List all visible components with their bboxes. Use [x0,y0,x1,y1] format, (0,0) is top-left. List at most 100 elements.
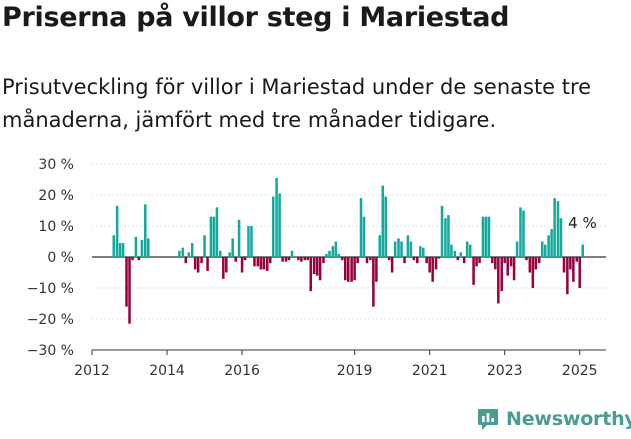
y-tick-label: −30 % [27,343,74,359]
bar [562,257,566,273]
annotations: 4 % [568,214,597,232]
x-tick-label: 2025 [562,363,598,379]
bar [459,252,463,257]
bar [453,250,457,257]
bar [419,246,422,257]
bar [497,257,500,304]
bar [506,257,509,276]
bar [271,196,275,257]
bar [343,257,347,281]
bar [231,238,234,257]
bar [406,235,410,257]
bar [416,257,419,264]
bar [578,257,581,288]
bar [303,257,306,261]
bar [359,198,363,257]
bar [465,241,469,257]
bar [428,257,431,273]
bar [256,257,260,267]
bar [397,238,400,257]
bar [553,198,556,257]
bar [491,257,494,264]
newsworthy-logo-icon [478,409,498,430]
bar [250,226,253,257]
bar [403,257,406,264]
bar [243,257,247,261]
bar [550,229,553,257]
bar [331,246,335,257]
chart-subtitle: Prisutveckling för villor i Mariestad un… [2,75,592,132]
bar [537,257,541,264]
bar [412,257,416,261]
bar [378,235,382,257]
bar [112,235,116,257]
bar [315,257,319,276]
bar [184,257,188,264]
y-tick-label: −10 % [27,281,74,297]
bar [569,257,572,270]
bar [334,241,338,257]
bar [575,257,578,262]
x-tick-label: 2019 [337,363,373,379]
bar [447,215,450,257]
bar [525,257,528,261]
bar [178,250,181,257]
bar [228,252,231,257]
bar [253,257,256,267]
bar [278,193,281,257]
bar [531,257,535,288]
bar [543,244,547,257]
bar [131,257,134,261]
bar [337,253,341,257]
bar [387,257,391,261]
bar [125,257,128,307]
bar [481,216,485,257]
bar [203,235,206,257]
bar [346,257,350,282]
x-tick-label: 2023 [487,363,523,379]
bar [312,257,316,275]
bar [240,257,244,273]
newsworthy-logo[interactable]: Newsworthy [476,407,631,431]
bar [462,257,466,264]
bar [431,257,434,282]
bar [309,257,312,292]
bar-chart: 30 %20 %10 %0 %−10 %−20 %−30 % 2012 2014 2… [27,157,606,379]
bar [509,257,513,267]
bar [134,236,138,257]
last-value-label: 4 % [568,214,597,232]
bar [475,257,478,267]
bar [325,253,328,257]
bar [115,205,119,257]
bar [318,257,322,281]
y-tick-label: 0 % [47,250,74,266]
bar [140,239,144,257]
bar [547,235,550,257]
bar [566,257,569,295]
bar [275,177,278,257]
bar [137,257,141,261]
x-tick-label: 2014 [149,363,185,379]
bar [215,207,219,257]
bar [484,216,488,257]
bar [556,201,560,257]
bar [225,257,228,273]
y-tick-label: 20 % [38,188,74,204]
bar [534,257,538,270]
bar [328,250,331,257]
bar [400,241,403,257]
x-tick-label: 2016 [224,363,260,379]
bar [300,257,303,262]
bar [365,257,369,264]
bar [237,219,241,257]
bar [222,257,225,279]
bar [290,250,294,257]
bar [468,244,472,257]
bar [212,216,216,257]
bar [128,257,131,324]
bar [393,241,397,257]
bar [440,205,444,257]
bar [540,241,544,257]
bar [262,257,266,270]
y-axis: 30 % 20 % 10 % 0 % −10 % −20 % −30 % [27,157,74,359]
